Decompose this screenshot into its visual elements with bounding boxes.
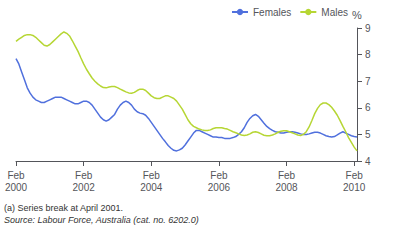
- svg-text:(a) Series break at April 2001: (a) Series break at April 2001.: [4, 203, 123, 213]
- svg-text:Feb: Feb: [278, 170, 296, 181]
- svg-text:Females: Females: [253, 7, 291, 18]
- svg-text:6: 6: [365, 102, 371, 113]
- svg-text:2010: 2010: [343, 182, 366, 193]
- svg-text:Feb: Feb: [143, 170, 161, 181]
- svg-text:7: 7: [365, 76, 371, 87]
- svg-text:8: 8: [365, 49, 371, 60]
- svg-text:2004: 2004: [140, 182, 163, 193]
- svg-text:Feb: Feb: [75, 170, 93, 181]
- svg-text:Males: Males: [321, 7, 348, 18]
- svg-text:Feb: Feb: [346, 170, 364, 181]
- svg-text:Source: Labour Force, Australi: Source: Labour Force, Australia (cat. no…: [4, 215, 199, 225]
- svg-text:2006: 2006: [208, 182, 231, 193]
- svg-text:2002: 2002: [73, 182, 96, 193]
- svg-text:2000: 2000: [5, 182, 28, 193]
- svg-text:9: 9: [365, 23, 371, 34]
- svg-text:5: 5: [365, 129, 371, 140]
- svg-text:%: %: [352, 9, 362, 21]
- svg-text:4: 4: [365, 156, 371, 167]
- svg-text:Feb: Feb: [210, 170, 228, 181]
- svg-text:2008: 2008: [275, 182, 298, 193]
- svg-text:Feb: Feb: [7, 170, 25, 181]
